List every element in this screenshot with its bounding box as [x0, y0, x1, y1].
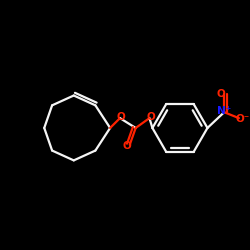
Text: O: O	[217, 88, 226, 99]
Text: O⁻: O⁻	[236, 114, 250, 124]
Text: O: O	[122, 141, 131, 151]
Text: O: O	[146, 112, 155, 122]
Text: O: O	[116, 112, 125, 122]
Text: N⁺: N⁺	[217, 106, 231, 116]
